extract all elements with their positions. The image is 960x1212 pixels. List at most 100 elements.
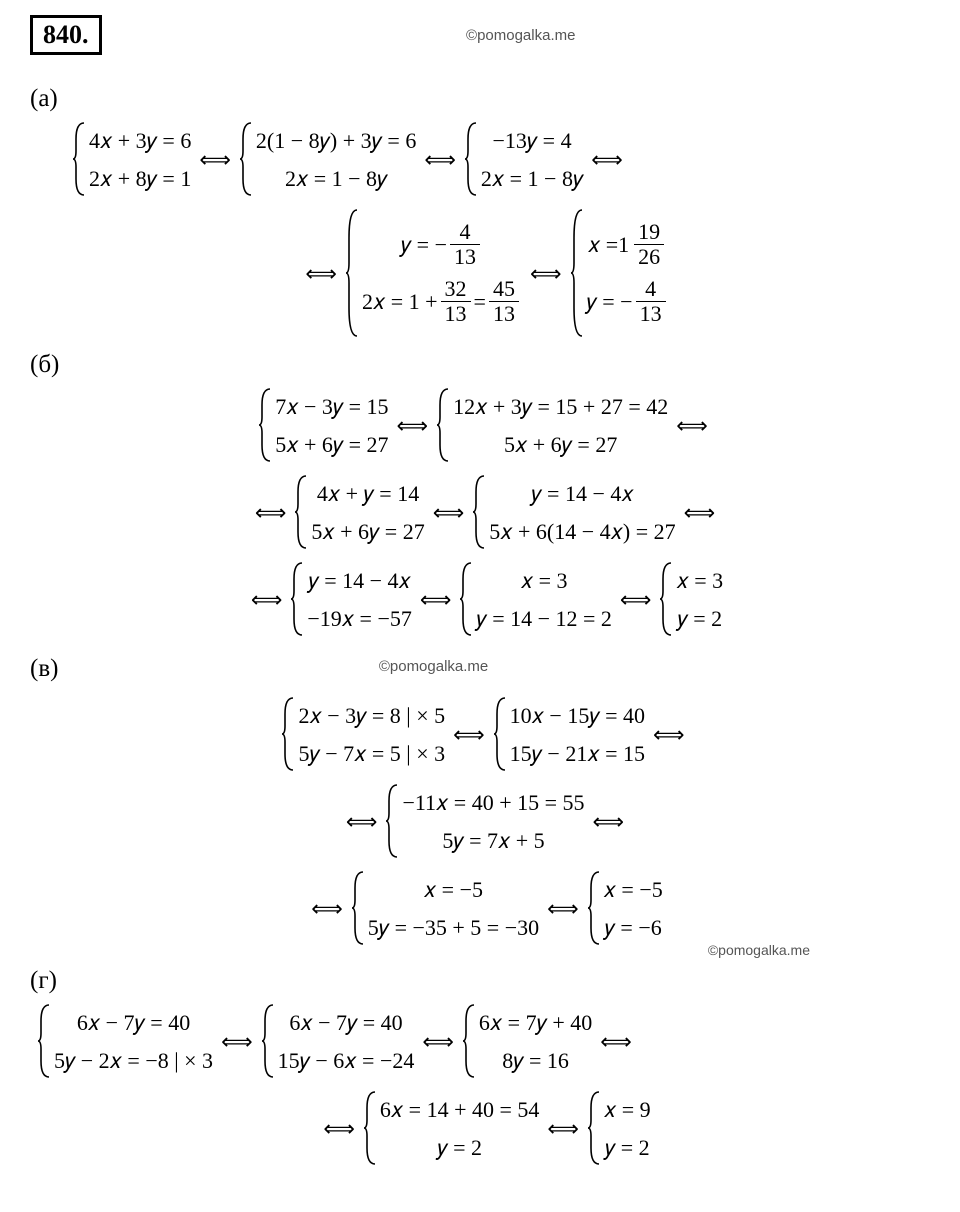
eq: 5𝑦 − 2𝑥 = −8 | × 3 [54,1043,213,1077]
iff: ⟺ [305,257,337,290]
part-b-line3: ⟺ 𝑦 = 14 − 4𝑥 −19𝑥 = −57 ⟺ 𝑥 = 3 𝑦 = 14 … [30,558,940,640]
sys-c2: 10𝑥 − 15𝑦 = 40 15𝑦 − 21𝑥 = 15 [493,696,645,772]
eq: 𝑥 = 1 19 26 [587,220,669,269]
sys-b6: 𝑥 = 3 𝑦 = 14 − 12 = 2 [459,561,612,637]
eq: 𝑦 = 14 − 12 = 2 [476,601,612,635]
part-c-label: (в) [30,655,58,683]
fraction: 32 13 [441,277,471,326]
sys-d3: 6𝑥 = 7𝑦 + 40 8𝑦 = 16 [462,1003,592,1079]
brace-icon [462,1003,479,1079]
iff: ⟺ [530,257,562,290]
header-row: 840. ©pomogalka.me [30,15,940,55]
eq: 5𝑥 + 6𝑦 = 27 [311,514,424,548]
part-c-line2: ⟺ −11𝑥 = 40 + 15 = 55 5𝑦 = 7𝑥 + 5 ⟺ [30,780,940,862]
part-c-line1: 2𝑥 − 3𝑦 = 8 | × 5 5𝑦 − 7𝑥 = 5 | × 3 ⟺ 10… [30,693,940,775]
brace-icon [261,1003,278,1079]
part-d-line2: ⟺ 6𝑥 = 14 + 40 = 54 𝑦 = 2 ⟺ 𝑥 = 9 𝑦 = 2 [30,1087,940,1169]
eq: 2𝑥 = 1 + 32 13 = 45 13 [362,277,522,326]
iff: ⟺ [346,805,378,838]
eq: 5𝑦 = −35 + 5 = −30 [368,910,539,944]
eq: −19𝑥 = −57 [307,601,411,635]
eq: 𝑦 = 2 [604,1130,651,1164]
sys-d2: 6𝑥 − 7𝑦 = 40 15𝑦 − 6𝑥 = −24 [261,1003,415,1079]
eq: 6𝑥 = 14 + 40 = 54 [380,1092,539,1126]
eq: 4𝑥 + 3𝑦 = 6 [89,123,191,157]
eq: 𝑦 = −6 [604,910,663,944]
eq: −11𝑥 = 40 + 15 = 55 [402,785,584,819]
iff: ⟺ [433,496,465,529]
brace-icon [281,696,298,772]
eq: 6𝑥 − 7𝑦 = 40 [278,1005,415,1039]
iff: ⟺ [424,143,456,176]
brace-icon [258,387,275,463]
iff: ⟺ [422,1025,454,1058]
brace-icon [351,870,368,946]
brace-icon [587,870,604,946]
sys-a5: 𝑥 = 1 19 26 𝑦 = − 4 13 [570,208,669,338]
brace-icon [290,561,307,637]
part-a-line1: 4𝑥 + 3𝑦 = 6 2𝑥 + 8𝑦 = 1 ⟺ 2(1 − 8𝑦) + 3𝑦… [30,118,940,200]
fraction: 45 13 [489,277,519,326]
eq: 5𝑦 − 7𝑥 = 5 | × 3 [298,736,445,770]
brace-icon [363,1090,380,1166]
eq: 7𝑥 − 3𝑦 = 15 [275,389,388,423]
eq: 4𝑥 + 𝑦 = 14 [311,476,424,510]
brace-icon [345,208,362,338]
iff: ⟺ [653,718,685,751]
mixed-number: 1 19 26 [618,220,667,269]
eq: 𝑦 = − 4 13 [362,220,522,269]
part-d-line1: 6𝑥 − 7𝑦 = 40 5𝑦 − 2𝑥 = −8 | × 3 ⟺ 6𝑥 − 7… [30,1000,940,1082]
eq: 𝑦 = 14 − 4𝑥 [489,476,675,510]
iff: ⟺ [684,496,716,529]
eq: 15𝑦 − 6𝑥 = −24 [278,1043,415,1077]
iff: ⟺ [199,143,231,176]
watermark-top: ©pomogalka.me [102,27,941,44]
iff: ⟺ [591,143,623,176]
iff: ⟺ [620,583,652,616]
iff: ⟺ [547,1112,579,1145]
sys-a2: 2(1 − 8𝑦) + 3𝑦 = 6 2𝑥 = 1 − 8𝑦 [239,121,416,197]
watermark-under: ©pomogalka.me [708,940,810,961]
eq: 10𝑥 − 15𝑦 = 40 [510,698,645,732]
eq: 2𝑥 + 8𝑦 = 1 [89,161,191,195]
brace-icon [587,1090,604,1166]
sys-b2: 12𝑥 + 3𝑦 = 15 + 27 = 42 5𝑥 + 6𝑦 = 27 [436,387,668,463]
iff: ⟺ [323,1112,355,1145]
eq: 6𝑥 − 7𝑦 = 40 [54,1005,213,1039]
iff: ⟺ [593,805,625,838]
iff: ⟺ [397,409,429,442]
sys-b7: 𝑥 = 3 𝑦 = 2 [659,561,723,637]
eq: 𝑥 = 3 [676,563,723,597]
sys-c4: 𝑥 = −5 5𝑦 = −35 + 5 = −30 [351,870,539,946]
iff: ⟺ [676,409,708,442]
sys-c1: 2𝑥 − 3𝑦 = 8 | × 5 5𝑦 − 7𝑥 = 5 | × 3 [281,696,445,772]
brace-icon [464,121,481,197]
iff: ⟺ [453,718,485,751]
iff: ⟺ [255,496,287,529]
iff: ⟺ [221,1025,253,1058]
eq: 2𝑥 − 3𝑦 = 8 | × 5 [298,698,445,732]
brace-icon [385,783,402,859]
part-b-label: (б) [30,351,940,379]
eq: 2𝑥 = 1 − 8𝑦 [256,161,416,195]
eq: 𝑦 = − 4 13 [587,277,669,326]
sys-c3: −11𝑥 = 40 + 15 = 55 5𝑦 = 7𝑥 + 5 [385,783,584,859]
eq: −13𝑦 = 4 [481,123,583,157]
sys-b3: 4𝑥 + 𝑦 = 14 5𝑥 + 6𝑦 = 27 [294,474,424,550]
eq: 𝑥 = −5 [604,872,663,906]
sys-d1: 6𝑥 − 7𝑦 = 40 5𝑦 − 2𝑥 = −8 | × 3 [37,1003,213,1079]
problem-number-box: 840. [30,15,102,55]
brace-icon [37,1003,54,1079]
iff: ⟺ [547,892,579,925]
eq: 8𝑦 = 16 [479,1043,592,1077]
part-a-line2: ⟺ 𝑦 = − 4 13 2𝑥 = 1 + 32 13 = [30,205,940,341]
brace-icon [493,696,510,772]
eq: 5𝑦 = 7𝑥 + 5 [402,823,584,857]
sys-b4: 𝑦 = 14 − 4𝑥 5𝑥 + 6(14 − 4𝑥) = 27 [472,474,675,550]
problem-number: 840 [43,20,82,49]
eq: 5𝑥 + 6(14 − 4𝑥) = 27 [489,514,675,548]
brace-icon [659,561,676,637]
part-b-line1: 7𝑥 − 3𝑦 = 15 5𝑥 + 6𝑦 = 27 ⟺ 12𝑥 + 3𝑦 = 1… [30,384,940,466]
eq: 5𝑥 + 6𝑦 = 27 [453,427,668,461]
sys-b1: 7𝑥 − 3𝑦 = 15 5𝑥 + 6𝑦 = 27 [258,387,388,463]
